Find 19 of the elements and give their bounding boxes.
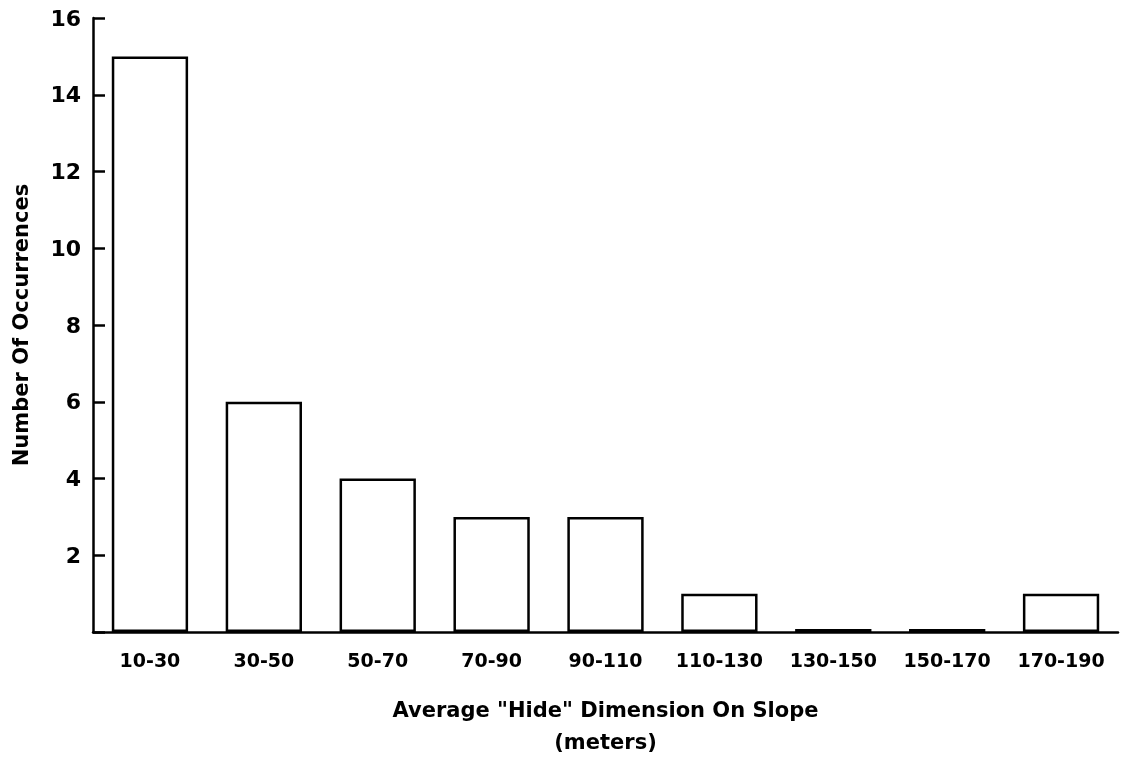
y-axis-title: Number Of Occurrences (8, 183, 33, 467)
x-tick-label: 50-70 (347, 648, 409, 671)
y-tick-label: 2 (65, 542, 81, 568)
x-tick-label: 130-150 (789, 648, 877, 671)
y-tick-label: 8 (65, 312, 81, 338)
y-tick-label: 16 (50, 5, 81, 31)
y-tick-label: 12 (50, 159, 81, 184)
x-tick-label: 10-30 (119, 648, 181, 671)
x-tick-label: 70-90 (461, 648, 522, 671)
x-tick-label: 170-190 (1017, 648, 1105, 671)
x-tick-label: 90-110 (568, 648, 643, 671)
y-tick-label: 10 (50, 235, 81, 261)
x-tick-label: 150-170 (903, 648, 991, 671)
x-axis-title: Average "Hide" Dimension On Slope (meters) (392, 698, 819, 754)
y-tick-label: 4 (65, 466, 81, 491)
y-tick-label: 6 (65, 389, 81, 415)
y-tick-label: 14 (50, 82, 81, 108)
x-tick-label: 30-50 (233, 648, 295, 671)
x-tick-label: 110-130 (675, 648, 763, 671)
